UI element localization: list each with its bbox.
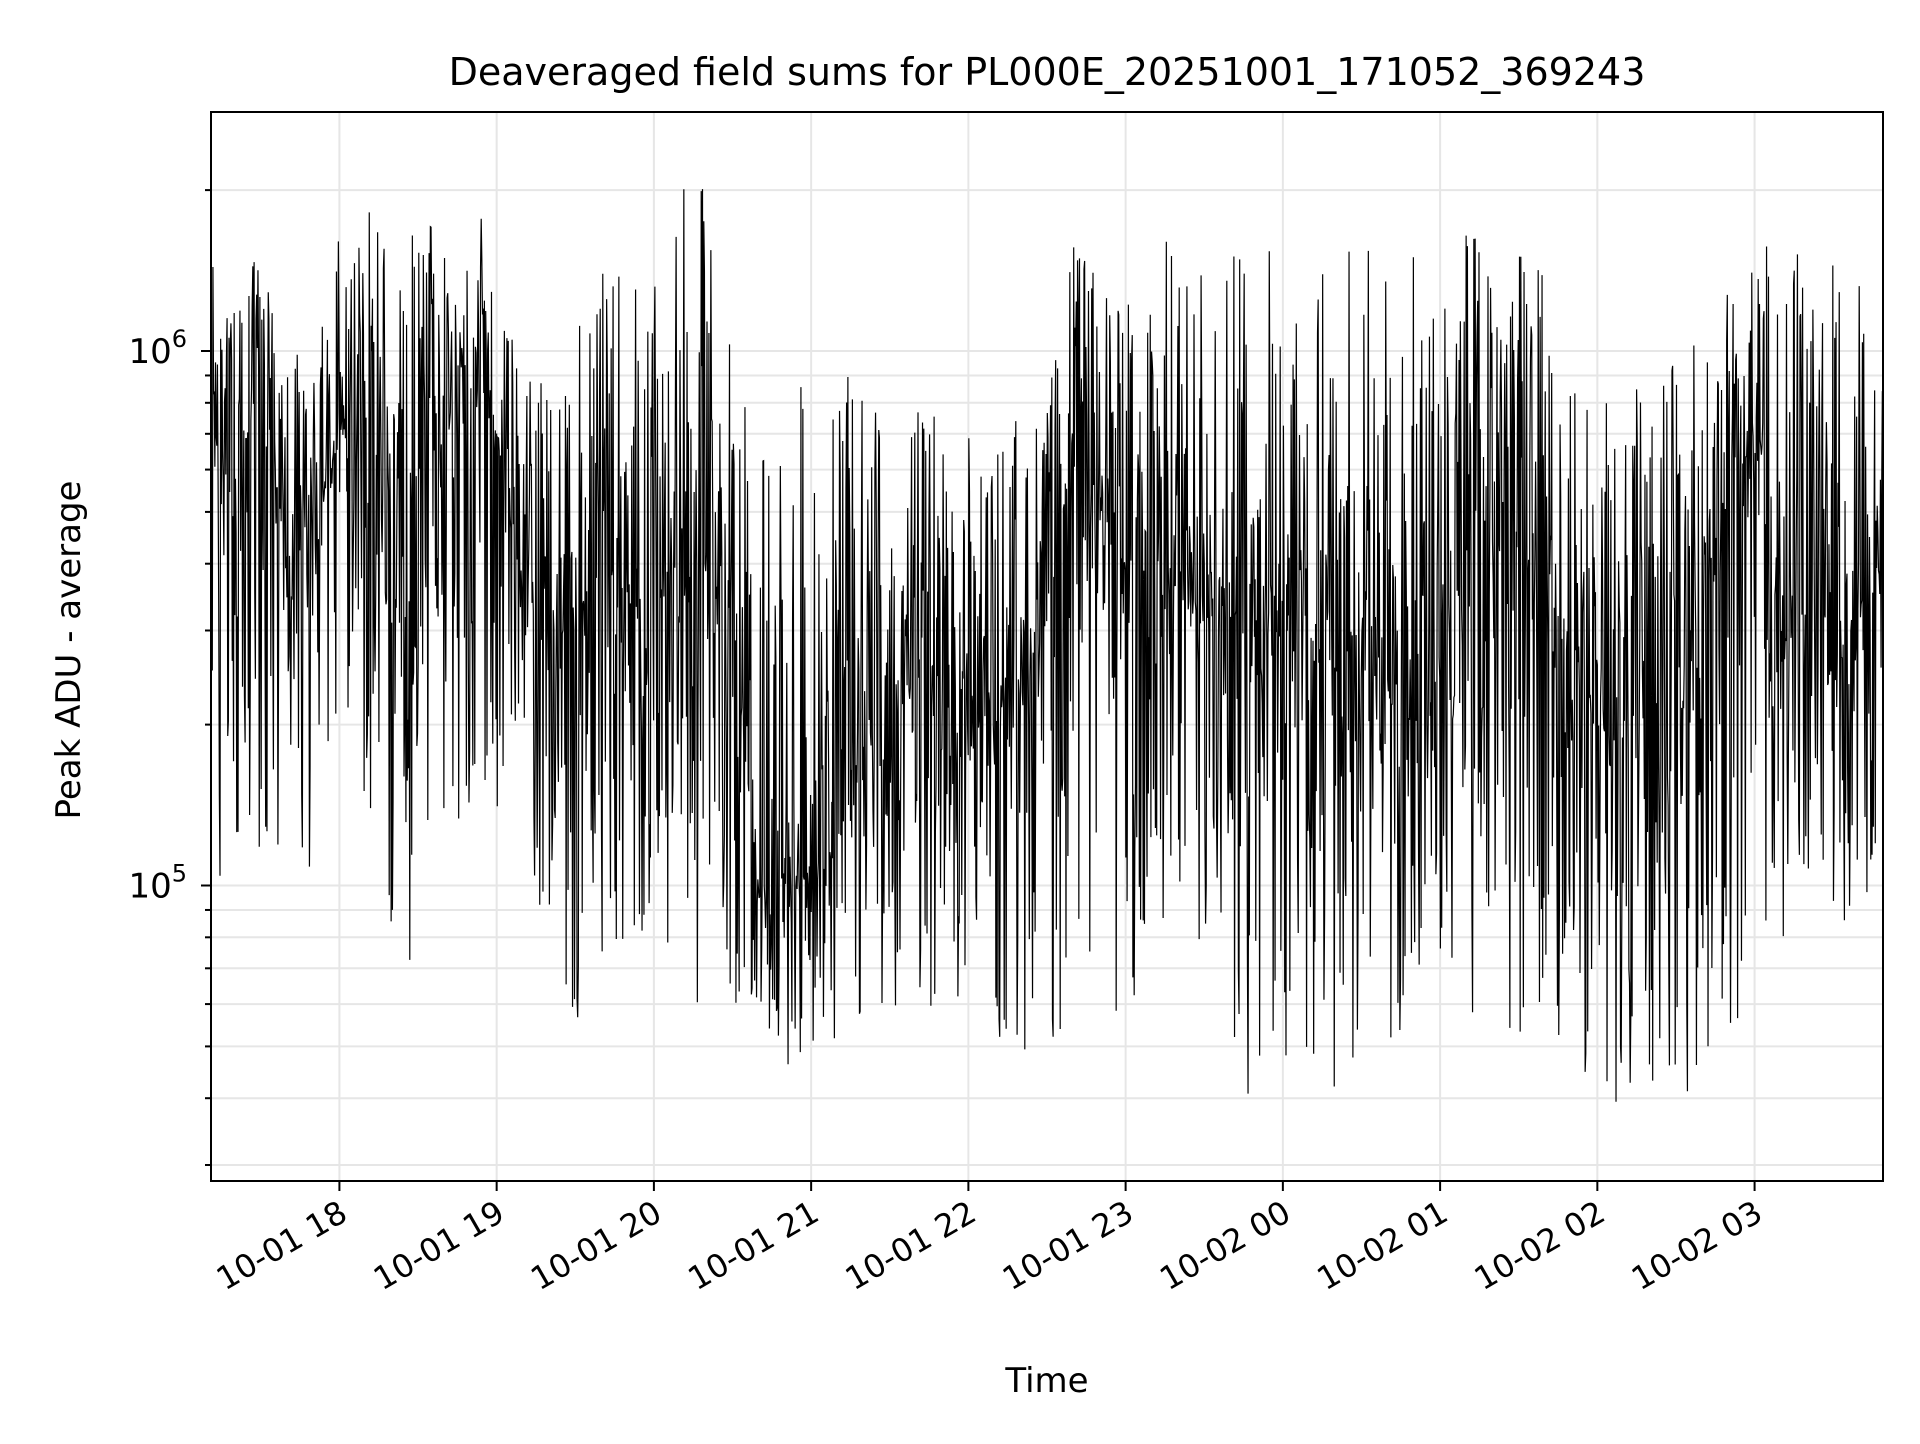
chart-title: Deaveraged field sums for PL000E_2025100… <box>449 50 1646 94</box>
plot-frame <box>210 111 1884 1182</box>
series-layer <box>210 189 1884 1102</box>
y-tick-label: 105 <box>128 860 187 907</box>
y-tick-label: 106 <box>128 325 187 372</box>
x-axis-label: Time <box>1004 1361 1088 1401</box>
series-line-0 <box>210 189 1884 1102</box>
y-tick-layer: 105 106 <box>128 189 211 1166</box>
y-axis-label: Peak ADU - average <box>49 481 89 820</box>
